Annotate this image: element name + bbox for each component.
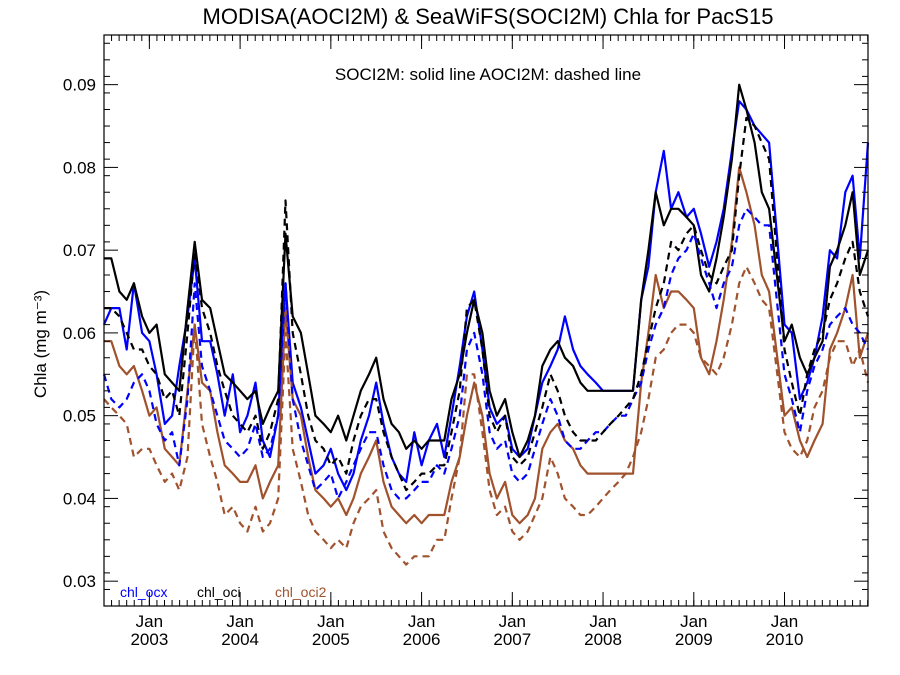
x-tick-label-month: Jan — [499, 612, 526, 631]
x-tick-label-month: Jan — [226, 612, 253, 631]
x-tick-label-year: 2007 — [493, 630, 531, 649]
y-tick-label: 0.06 — [63, 324, 96, 343]
x-tick-label-year: 2008 — [584, 630, 622, 649]
legend-item-chl-ocx: chl_ocx — [120, 584, 167, 600]
x-tick-label-year: 2003 — [130, 630, 168, 649]
y-tick-label: 0.07 — [63, 241, 96, 260]
plot-frame — [103, 34, 869, 607]
series-chl-oci-dashed — [104, 116, 870, 492]
x-tick-label-year: 2009 — [675, 630, 713, 649]
x-tick-label-year: 2006 — [403, 630, 441, 649]
x-tick-label-month: Jan — [589, 612, 616, 631]
legend-item-chl-oci2: chl_oci2 — [275, 584, 327, 600]
x-tick-label-year: 2010 — [766, 630, 804, 649]
x-tick-label-year: 2004 — [221, 630, 259, 649]
chart-title: MODISA(AOCI2M) & SeaWiFS(SOCI2M) Chla fo… — [203, 4, 774, 29]
y-axis-label: Chla (mg m⁻³) — [31, 290, 50, 398]
x-tick-label-month: Jan — [408, 612, 435, 631]
chart-annotation: SOCI2M: solid line AOCI2M: dashed line — [335, 65, 641, 84]
x-tick-label-month: Jan — [680, 612, 707, 631]
series-chl-ocx-solid — [102, 100, 870, 492]
legend: chl_ocx chl_oci chl_oci2 — [120, 584, 327, 600]
y-tick-label: 0.04 — [63, 489, 96, 508]
axes-layer: 0.030.040.050.060.070.080.09Jan2003Jan20… — [63, 35, 869, 649]
series-chl-oci2-dashed — [103, 265, 870, 566]
y-tick-label: 0.05 — [63, 407, 96, 426]
x-tick-label-month: Jan — [136, 612, 163, 631]
x-tick-label-month: Jan — [317, 612, 344, 631]
series-layer — [102, 83, 870, 566]
series-chl-oci-solid — [104, 83, 870, 459]
legend-item-chl-oci: chl_oci — [197, 584, 241, 600]
y-tick-label: 0.08 — [63, 158, 96, 177]
y-tick-label: 0.03 — [63, 572, 96, 591]
x-tick-label-month: Jan — [771, 612, 798, 631]
x-tick-label-year: 2005 — [312, 630, 350, 649]
series-chl-ocx-dashed — [102, 207, 869, 500]
y-tick-label: 0.09 — [63, 76, 96, 95]
